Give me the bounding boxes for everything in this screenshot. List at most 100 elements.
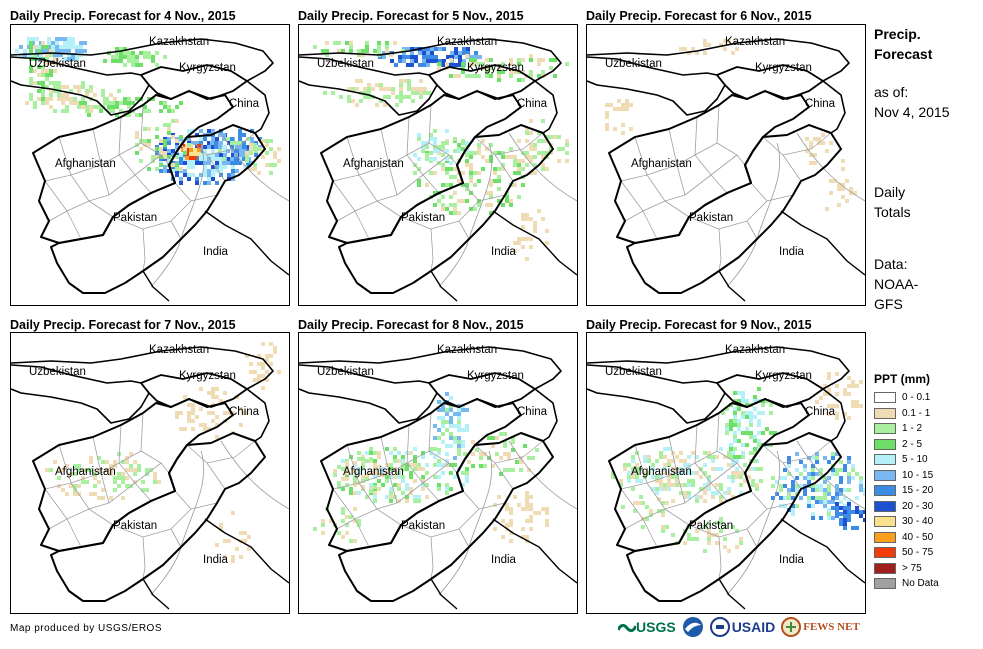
precip-cell — [839, 468, 843, 472]
precip-cell — [254, 153, 258, 157]
precip-cell — [414, 55, 418, 59]
precip-cell — [795, 504, 799, 508]
precip-cell — [418, 51, 422, 55]
precip-cell — [831, 496, 835, 500]
precip-cell — [135, 55, 139, 59]
precip-cell — [363, 91, 367, 95]
map-label-kyrgyzstan: Kyrgyzstan — [179, 370, 236, 382]
precip-cell — [469, 167, 473, 171]
precip-cell — [175, 105, 179, 109]
province-boundary — [718, 536, 722, 580]
precip-cell — [41, 89, 45, 93]
precip-cell — [413, 459, 417, 463]
usaid-logo-text: USAID — [731, 619, 776, 635]
precip-cell — [325, 41, 329, 45]
precip-cell — [211, 177, 215, 181]
precip-cell — [179, 161, 183, 165]
kyrgyzstan-boundary — [140, 64, 248, 100]
precip-cell — [707, 43, 711, 47]
precip-cell — [453, 412, 457, 416]
precip-cell — [81, 85, 85, 89]
precip-cell — [411, 91, 415, 95]
precip-cell — [453, 137, 457, 141]
precip-cell — [87, 113, 91, 117]
precip-cell — [461, 70, 465, 74]
precip-cell — [481, 167, 485, 171]
precip-cell — [461, 66, 465, 70]
precip-cell — [859, 510, 863, 514]
precip-cell — [525, 217, 529, 221]
precip-cell — [449, 404, 453, 408]
precip-cell — [803, 484, 807, 488]
precip-cell — [187, 419, 191, 423]
precip-cell — [723, 537, 727, 541]
precip-cell — [449, 424, 453, 428]
precip-cell — [855, 506, 859, 510]
precip-cell — [835, 452, 839, 456]
precip-cell — [737, 455, 741, 459]
legend-item: 0.1 - 1 — [874, 406, 939, 422]
pakistan-boundary — [50, 432, 266, 602]
precip-cell — [403, 95, 407, 99]
precip-cell — [625, 103, 629, 107]
precip-cell — [521, 78, 525, 82]
precip-cell — [179, 157, 183, 161]
precip-cell — [353, 519, 357, 523]
precip-cell — [733, 455, 737, 459]
precip-cell — [501, 167, 505, 171]
province-boundary — [170, 220, 182, 240]
precip-cell — [147, 167, 151, 171]
precip-cell — [617, 107, 621, 111]
precip-cell — [803, 492, 807, 496]
precip-cell — [453, 424, 457, 428]
panel-title-nov7: Daily Precip. Forecast for 7 Nov., 2015 — [10, 318, 236, 332]
legend-swatch — [874, 500, 896, 512]
province-boundary — [376, 164, 398, 202]
precip-cell — [45, 97, 49, 101]
precip-cell — [85, 109, 89, 113]
precip-cell — [631, 467, 635, 471]
precip-cell — [775, 480, 779, 484]
precip-cell — [73, 488, 77, 492]
precip-cell — [31, 37, 35, 41]
precip-cell — [261, 155, 265, 159]
precip-cell — [163, 139, 167, 143]
precip-cell — [219, 523, 223, 527]
precip-cell — [671, 499, 675, 503]
precip-cell — [163, 169, 167, 173]
precip-cell — [605, 127, 609, 131]
precip-cell — [341, 467, 345, 471]
precip-cell — [413, 479, 417, 483]
precip-cell — [769, 411, 773, 415]
precip-cell — [537, 511, 541, 515]
map-label-india: India — [491, 554, 517, 566]
precip-cell — [127, 105, 131, 109]
precip-cell — [437, 400, 441, 404]
precip-cell — [97, 496, 101, 500]
precip-cell — [187, 143, 191, 147]
precip-cell — [553, 135, 557, 139]
precip-cell — [129, 464, 133, 468]
precip-cell — [391, 91, 395, 95]
precip-cell — [375, 103, 379, 107]
precip-cell — [45, 85, 49, 89]
precip-cell — [695, 471, 699, 475]
precip-cell — [115, 113, 119, 117]
precip-cell — [97, 105, 101, 109]
precip-cell — [811, 472, 815, 476]
map-label-pakistan: Pakistan — [113, 212, 157, 224]
precip-cell — [843, 468, 847, 472]
precip-cell — [519, 468, 523, 472]
precip-cell — [167, 155, 171, 159]
precip-cell — [827, 508, 831, 512]
precip-cell — [347, 95, 351, 99]
precip-cell — [49, 97, 53, 101]
province-boundary — [458, 220, 470, 240]
legend-label: 0.1 - 1 — [902, 407, 931, 419]
precip-cell — [349, 491, 353, 495]
precip-cell — [465, 479, 469, 483]
province-boundary — [782, 132, 832, 156]
precip-cell — [847, 456, 851, 460]
precip-cell — [519, 460, 523, 464]
precip-cell — [465, 74, 469, 78]
